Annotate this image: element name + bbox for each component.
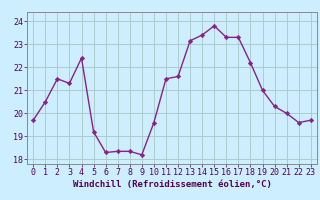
X-axis label: Windchill (Refroidissement éolien,°C): Windchill (Refroidissement éolien,°C) <box>73 180 271 189</box>
